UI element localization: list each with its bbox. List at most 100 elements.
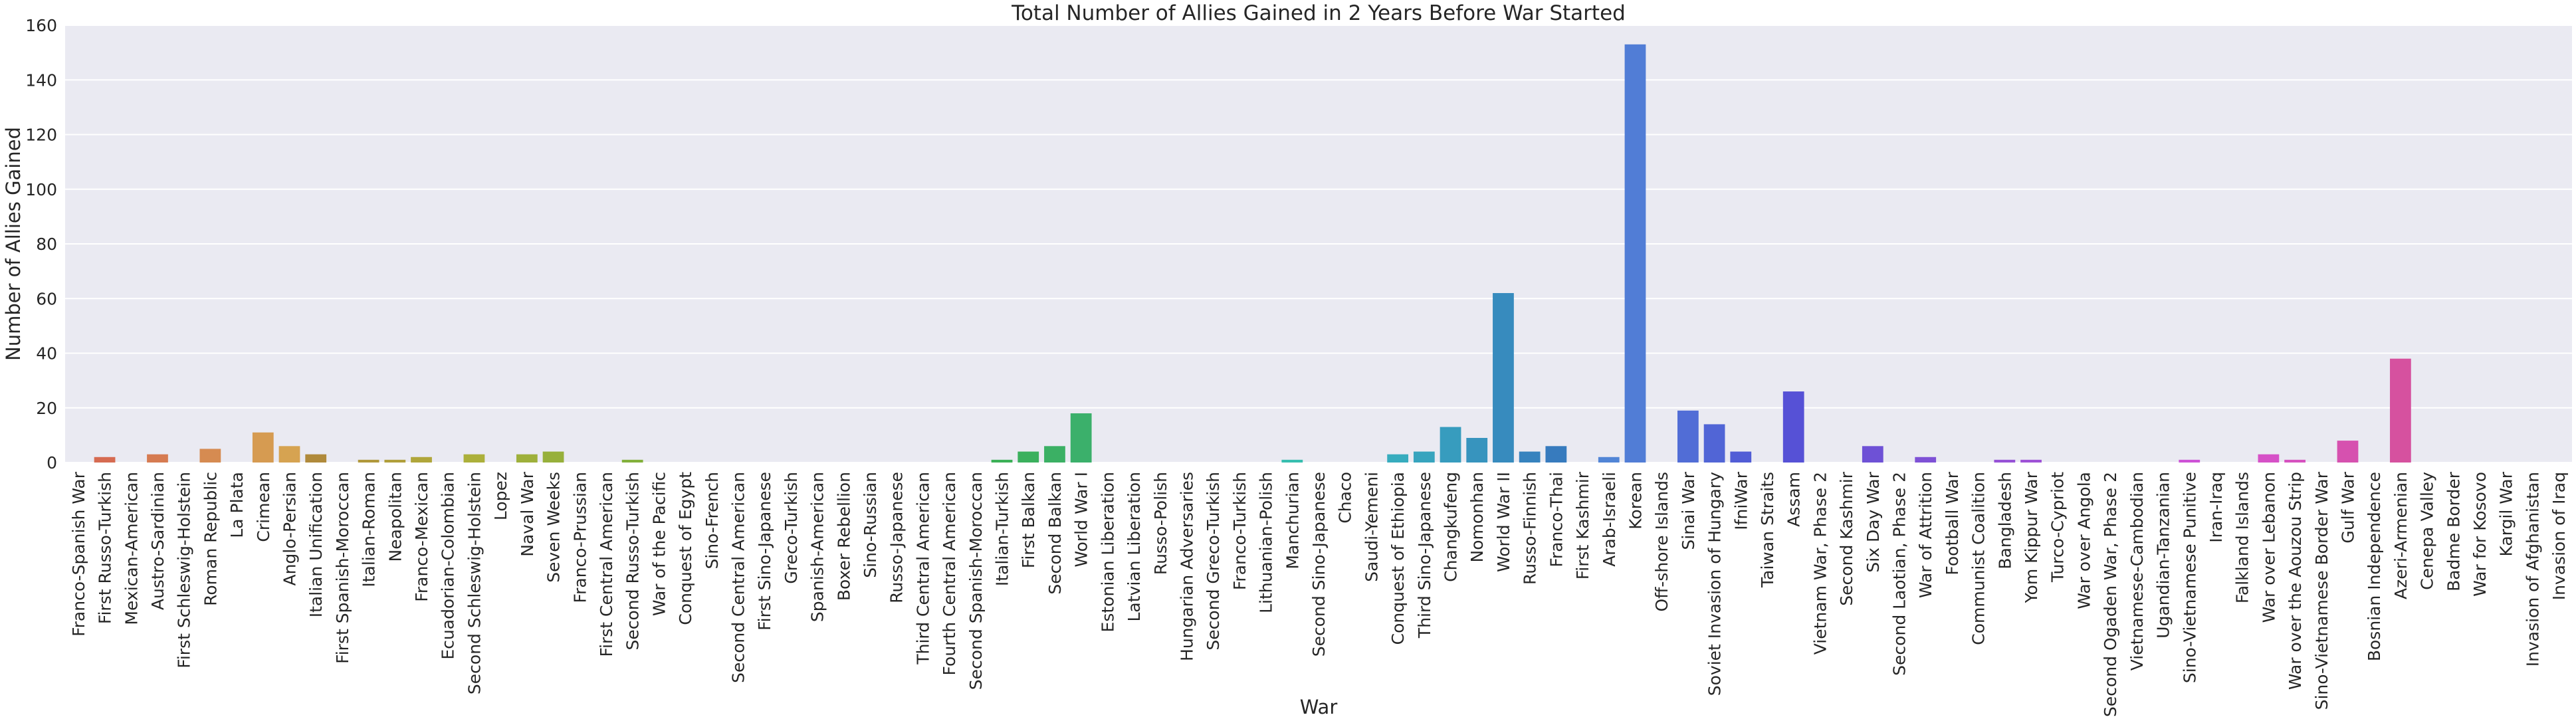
bar [1624,44,1646,463]
x-tick-label: War over the Aouzou Strip [2286,472,2305,690]
bar [199,449,221,463]
bar [1281,459,1303,463]
x-tick-label: First Sino-Japanese [755,472,774,631]
bar [1782,391,1804,463]
x-tick-label: Neapolitan [385,472,405,562]
x-tick-label: Russo-Finnish [1521,472,1540,585]
x-tick-label: Badme Border [2444,471,2463,591]
x-tick-labels: Franco-Spanish War First Russo-Turkish Mex… [69,471,2569,717]
x-tick-label: Second Laotian, Phase 2 [1890,472,1909,676]
bar [2020,459,2042,463]
x-tick-label: Conquest of Egypt [676,472,695,625]
x-tick-label: Latvian Liberation [1125,472,1144,622]
bar [278,446,300,463]
x-tick-label: Football War [1943,471,1962,575]
y-tick-label: 0 [47,453,57,472]
x-tick-label: Korean [1626,472,1645,530]
x-tick-label: Invasion of Afghanistan [2523,472,2542,667]
x-tick-label: Second Balkan [1045,472,1065,595]
x-tick-label: Gulf War [2339,471,2358,543]
x-tick-label: La Plata [227,472,247,538]
x-tick-label: Spanish-American [808,472,827,622]
x-tick-label: First Russo-Turkish [96,472,115,624]
x-tick-label: Austro-Sardinian [148,472,167,610]
bar [1466,437,1488,463]
x-tick-label: Ugandian-Tanzanian [2154,472,2173,639]
x-tick-label: First Balkan [1019,472,1038,568]
x-tick-label: Anglo-Persian [280,472,299,586]
x-tick-label: Lithuanian-Polish [1257,472,1276,613]
x-tick-label: Six Day War [1864,471,1883,572]
x-tick-label: Sinai War [1679,471,1698,550]
x-tick-label: War over Angola [2074,472,2093,609]
x-tick-label: War for Kosovo [2470,472,2490,597]
x-tick-label: Changkufeng [1442,472,1461,582]
bar [1413,451,1435,463]
bar [2390,358,2411,463]
x-tick-label: Assam [1784,472,1804,527]
x-tick-label: War over Lebanon [2259,472,2278,623]
bar [542,451,564,463]
bar [411,457,432,463]
bar [2284,459,2306,463]
x-tick-label: Mexican-American [122,472,141,625]
x-tick-label: Ecuadorian-Colombian [439,472,458,660]
x-tick-label: Bosnian Independence [2365,472,2384,661]
x-tick-label: Falkland Islands [2233,472,2252,603]
bars [94,44,2411,463]
bar [516,454,538,463]
x-tick-label: Bangladesh [1995,472,2014,569]
bar [305,454,327,463]
x-tick-label: War of the Pacific [649,472,669,616]
bar [1387,454,1408,463]
bar [94,457,116,463]
bar [1070,413,1092,463]
bar [1915,457,1937,463]
y-tick-label: 120 [25,126,57,145]
x-axis-title: War [1300,696,1338,718]
x-tick-label: Franco-Mexican [412,472,431,602]
x-tick-label: First Kashmir [1573,471,1592,579]
x-tick-label: Sino-Vietnamese Punitive [2180,472,2199,683]
x-tick-label: Second Greco-Turkish [1204,472,1223,651]
x-tick-label: First Central American [597,472,616,657]
bar [2179,459,2200,463]
x-tick-label: Nomonhan [1467,472,1487,563]
x-tick-label: Second Ogaden War, Phase 2 [2101,472,2120,717]
x-tick-label: Saudi-Yemeni [1362,472,1381,582]
x-tick-label: Franco-Thai [1547,472,1566,568]
x-tick-label: Azeri-Armenian [2391,472,2411,599]
y-tick-label: 100 [25,180,57,199]
x-tick-label: Chaco [1336,472,1355,524]
x-tick-label: Fourth Central American [940,472,959,675]
x-tick-label: Italian-Turkish [993,472,1012,586]
y-tick-label: 40 [36,344,57,363]
x-tick-label: Hungarian Adversaries [1177,472,1196,661]
x-tick-label: Conquest of Ethiopia [1388,472,1408,645]
bar [1730,451,1752,463]
x-tick-label: Manchurian [1283,472,1302,569]
bar [991,459,1013,463]
bar [1519,451,1541,463]
x-tick-label: IfniWar [1731,471,1751,530]
x-tick-label: Italian Unification [306,472,326,617]
x-tick-label: Vietnamese-Cambodian [2127,472,2147,671]
x-tick-label: Second Central American [728,472,748,683]
bar [2258,454,2280,463]
y-axis-title: Number of Allies Gained [2,127,25,361]
bar [358,459,379,463]
x-tick-label: Soviet Invasion of Hungary [1705,472,1725,696]
x-tick-label: Vietnam War, Phase 2 [1810,472,1830,655]
x-tick-label: Iran-Iraq [2206,472,2226,543]
x-tick-label: Third Sino-Japanese [1415,472,1434,639]
chart-title: Total Number of Allies Gained in 2 Years… [1011,1,1626,25]
x-tick-label: Greco-Turkish [782,472,801,584]
x-tick-label: Kargil War [2497,471,2516,556]
x-tick-label: Turco-Cypriot [2048,472,2068,583]
x-tick-label: Franco-Prussian [570,472,590,603]
x-tick-label: Second Kashmir [1837,471,1856,605]
bar [1044,446,1065,463]
bar [1018,451,1039,463]
